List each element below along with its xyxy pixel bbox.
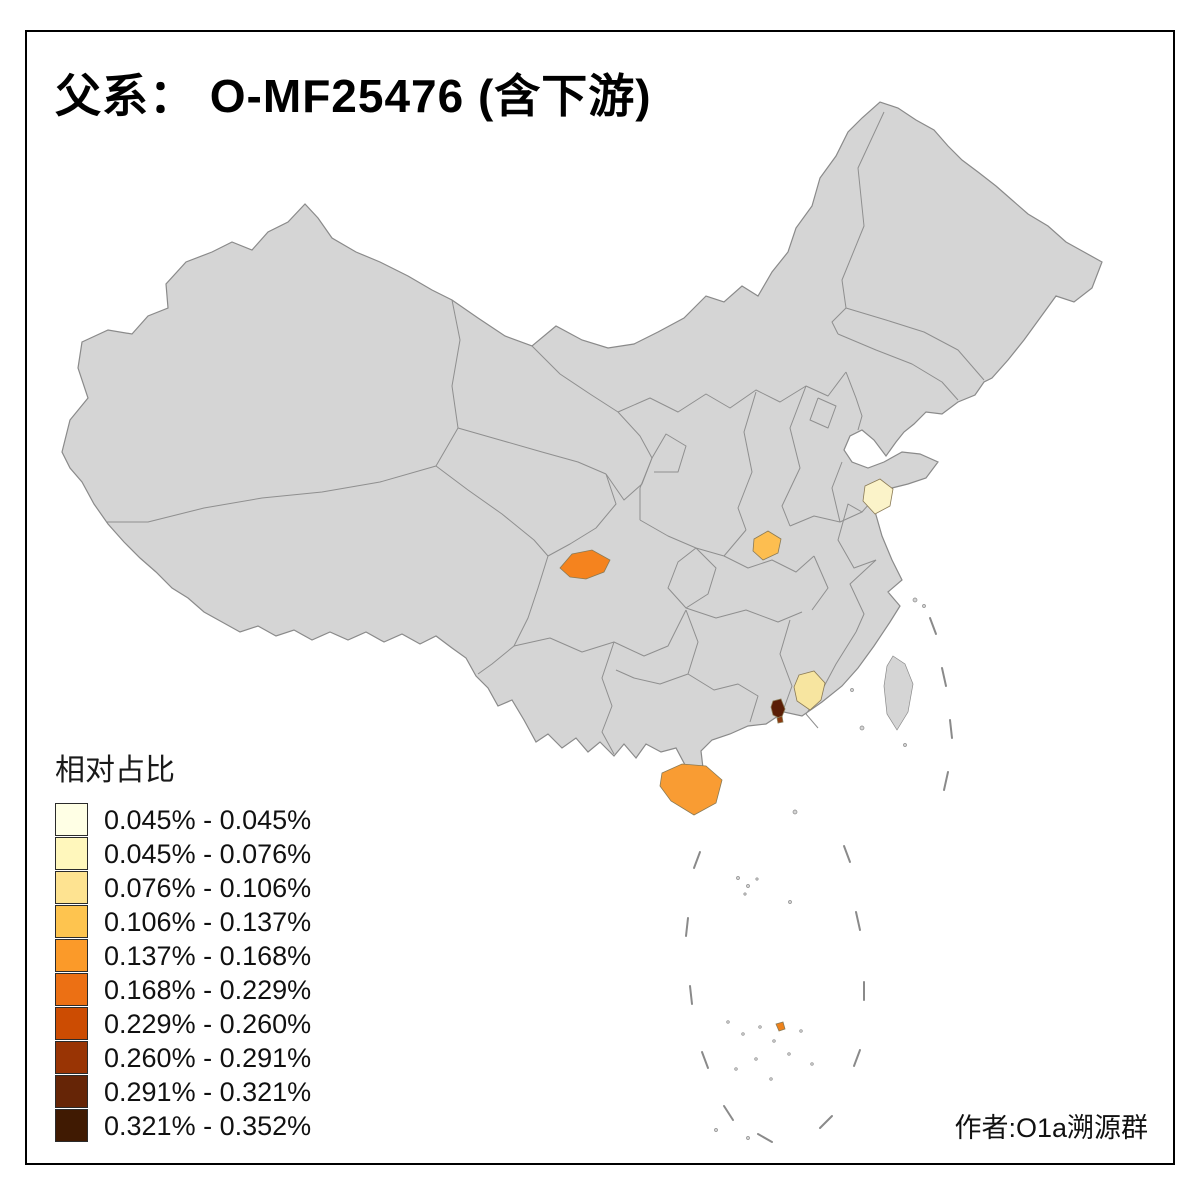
legend-item-label: 0.229% - 0.260%: [104, 1008, 312, 1039]
taiwan-island: [883, 655, 914, 731]
legend-swatch: [55, 1041, 88, 1074]
legend-item-label: 0.291% - 0.321%: [104, 1076, 312, 1107]
legend-title: 相对占比: [55, 754, 175, 787]
legend-item: 0.291% - 0.321%: [55, 1075, 311, 1109]
highlight-jiangsu: [862, 478, 894, 515]
legend-item-label: 0.045% - 0.045%: [104, 804, 312, 835]
highlight-south-china-sea-islet: [775, 1021, 786, 1032]
highlight-sichuan: [559, 549, 611, 580]
legend-item: 0.137% - 0.168%: [55, 939, 311, 973]
nine-dash-line: [685, 617, 953, 1143]
legend-item: 0.321% - 0.352%: [55, 1109, 311, 1143]
legend-item: 0.045% - 0.045%: [55, 803, 311, 837]
legend-item-label: 0.321% - 0.352%: [104, 1110, 312, 1141]
legend-item-label: 0.076% - 0.106%: [104, 872, 312, 903]
highlighted-regions: [559, 478, 894, 724]
legend-item: 0.229% - 0.260%: [55, 1007, 311, 1041]
legend-swatch: [55, 837, 88, 870]
legend-items: 0.045% - 0.045% 0.045% - 0.076% 0.076% - 0…: [55, 803, 311, 1143]
highlight-guangdong: [793, 670, 826, 711]
legend-item-label: 0.137% - 0.168%: [104, 940, 312, 971]
legend-swatch: [55, 803, 88, 836]
highlight-hainan: [659, 763, 723, 816]
legend-item: 0.045% - 0.076%: [55, 837, 311, 871]
legend-item-label: 0.260% - 0.291%: [104, 1042, 312, 1073]
page-title: 父系： O-MF25476 (含下游): [55, 70, 652, 122]
legend-swatch: [55, 905, 88, 938]
legend-item: 0.260% - 0.291%: [55, 1041, 311, 1075]
legend-swatch: [55, 1075, 88, 1108]
legend-swatch: [55, 973, 88, 1006]
islands: [659, 597, 926, 1140]
legend-swatch: [55, 939, 88, 972]
legend-item: 0.168% - 0.229%: [55, 973, 311, 1007]
author-credit: 作者:O1a溯源群: [954, 1113, 1148, 1143]
legend-swatch: [55, 1109, 88, 1142]
legend-item-label: 0.168% - 0.229%: [104, 974, 312, 1005]
highlight-central-china: [752, 530, 782, 561]
legend-item-label: 0.106% - 0.137%: [104, 906, 312, 937]
small-islands: [714, 597, 926, 1140]
legend-item-label: 0.045% - 0.076%: [104, 838, 312, 869]
legend-item: 0.076% - 0.106%: [55, 871, 311, 905]
legend-item: 0.106% - 0.137%: [55, 905, 311, 939]
legend-swatch: [55, 1007, 88, 1040]
legend-swatch: [55, 871, 88, 904]
china-mainland: [61, 101, 1103, 783]
legend: 相对占比 0.045% - 0.045% 0.045% - 0.076% 0.076…: [55, 745, 311, 1143]
highlight-pearl-river-delta-2: [776, 715, 784, 724]
province-borders: [106, 111, 985, 755]
